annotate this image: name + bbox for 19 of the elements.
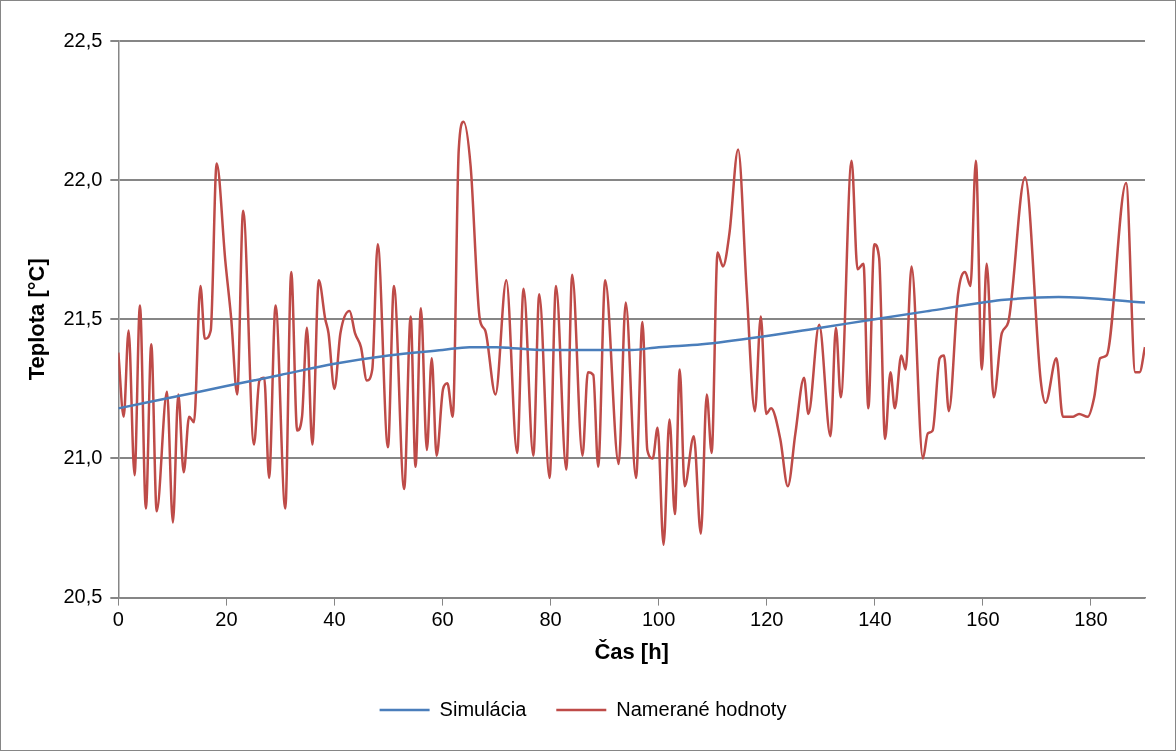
x-tick-label: 180 (1074, 608, 1108, 631)
x-tick-label: 100 (641, 608, 676, 631)
y-axis-title: Teplota [°C] (24, 258, 50, 381)
y-tick-label: 20,5 (63, 585, 103, 608)
x-tick-label: 80 (539, 608, 562, 631)
x-axis-title: Čas [h] (594, 638, 669, 664)
x-tick-label: 40 (323, 608, 346, 631)
legend-label: Simulácia (439, 697, 528, 720)
legend-label: Namerané hodnoty (616, 697, 787, 720)
y-tick-label: 21,0 (63, 445, 103, 468)
y-tick-label: 22,0 (63, 167, 103, 190)
x-tick-label: 160 (966, 608, 1000, 631)
x-tick-label: 60 (431, 608, 454, 631)
x-tick-label: 140 (858, 608, 892, 631)
y-tick-label: 21,5 (63, 306, 103, 329)
x-tick-label: 20 (215, 608, 238, 631)
x-tick-label: 0 (112, 608, 124, 631)
x-tick-label: 120 (750, 608, 784, 631)
y-tick-label: 22,5 (63, 28, 103, 51)
